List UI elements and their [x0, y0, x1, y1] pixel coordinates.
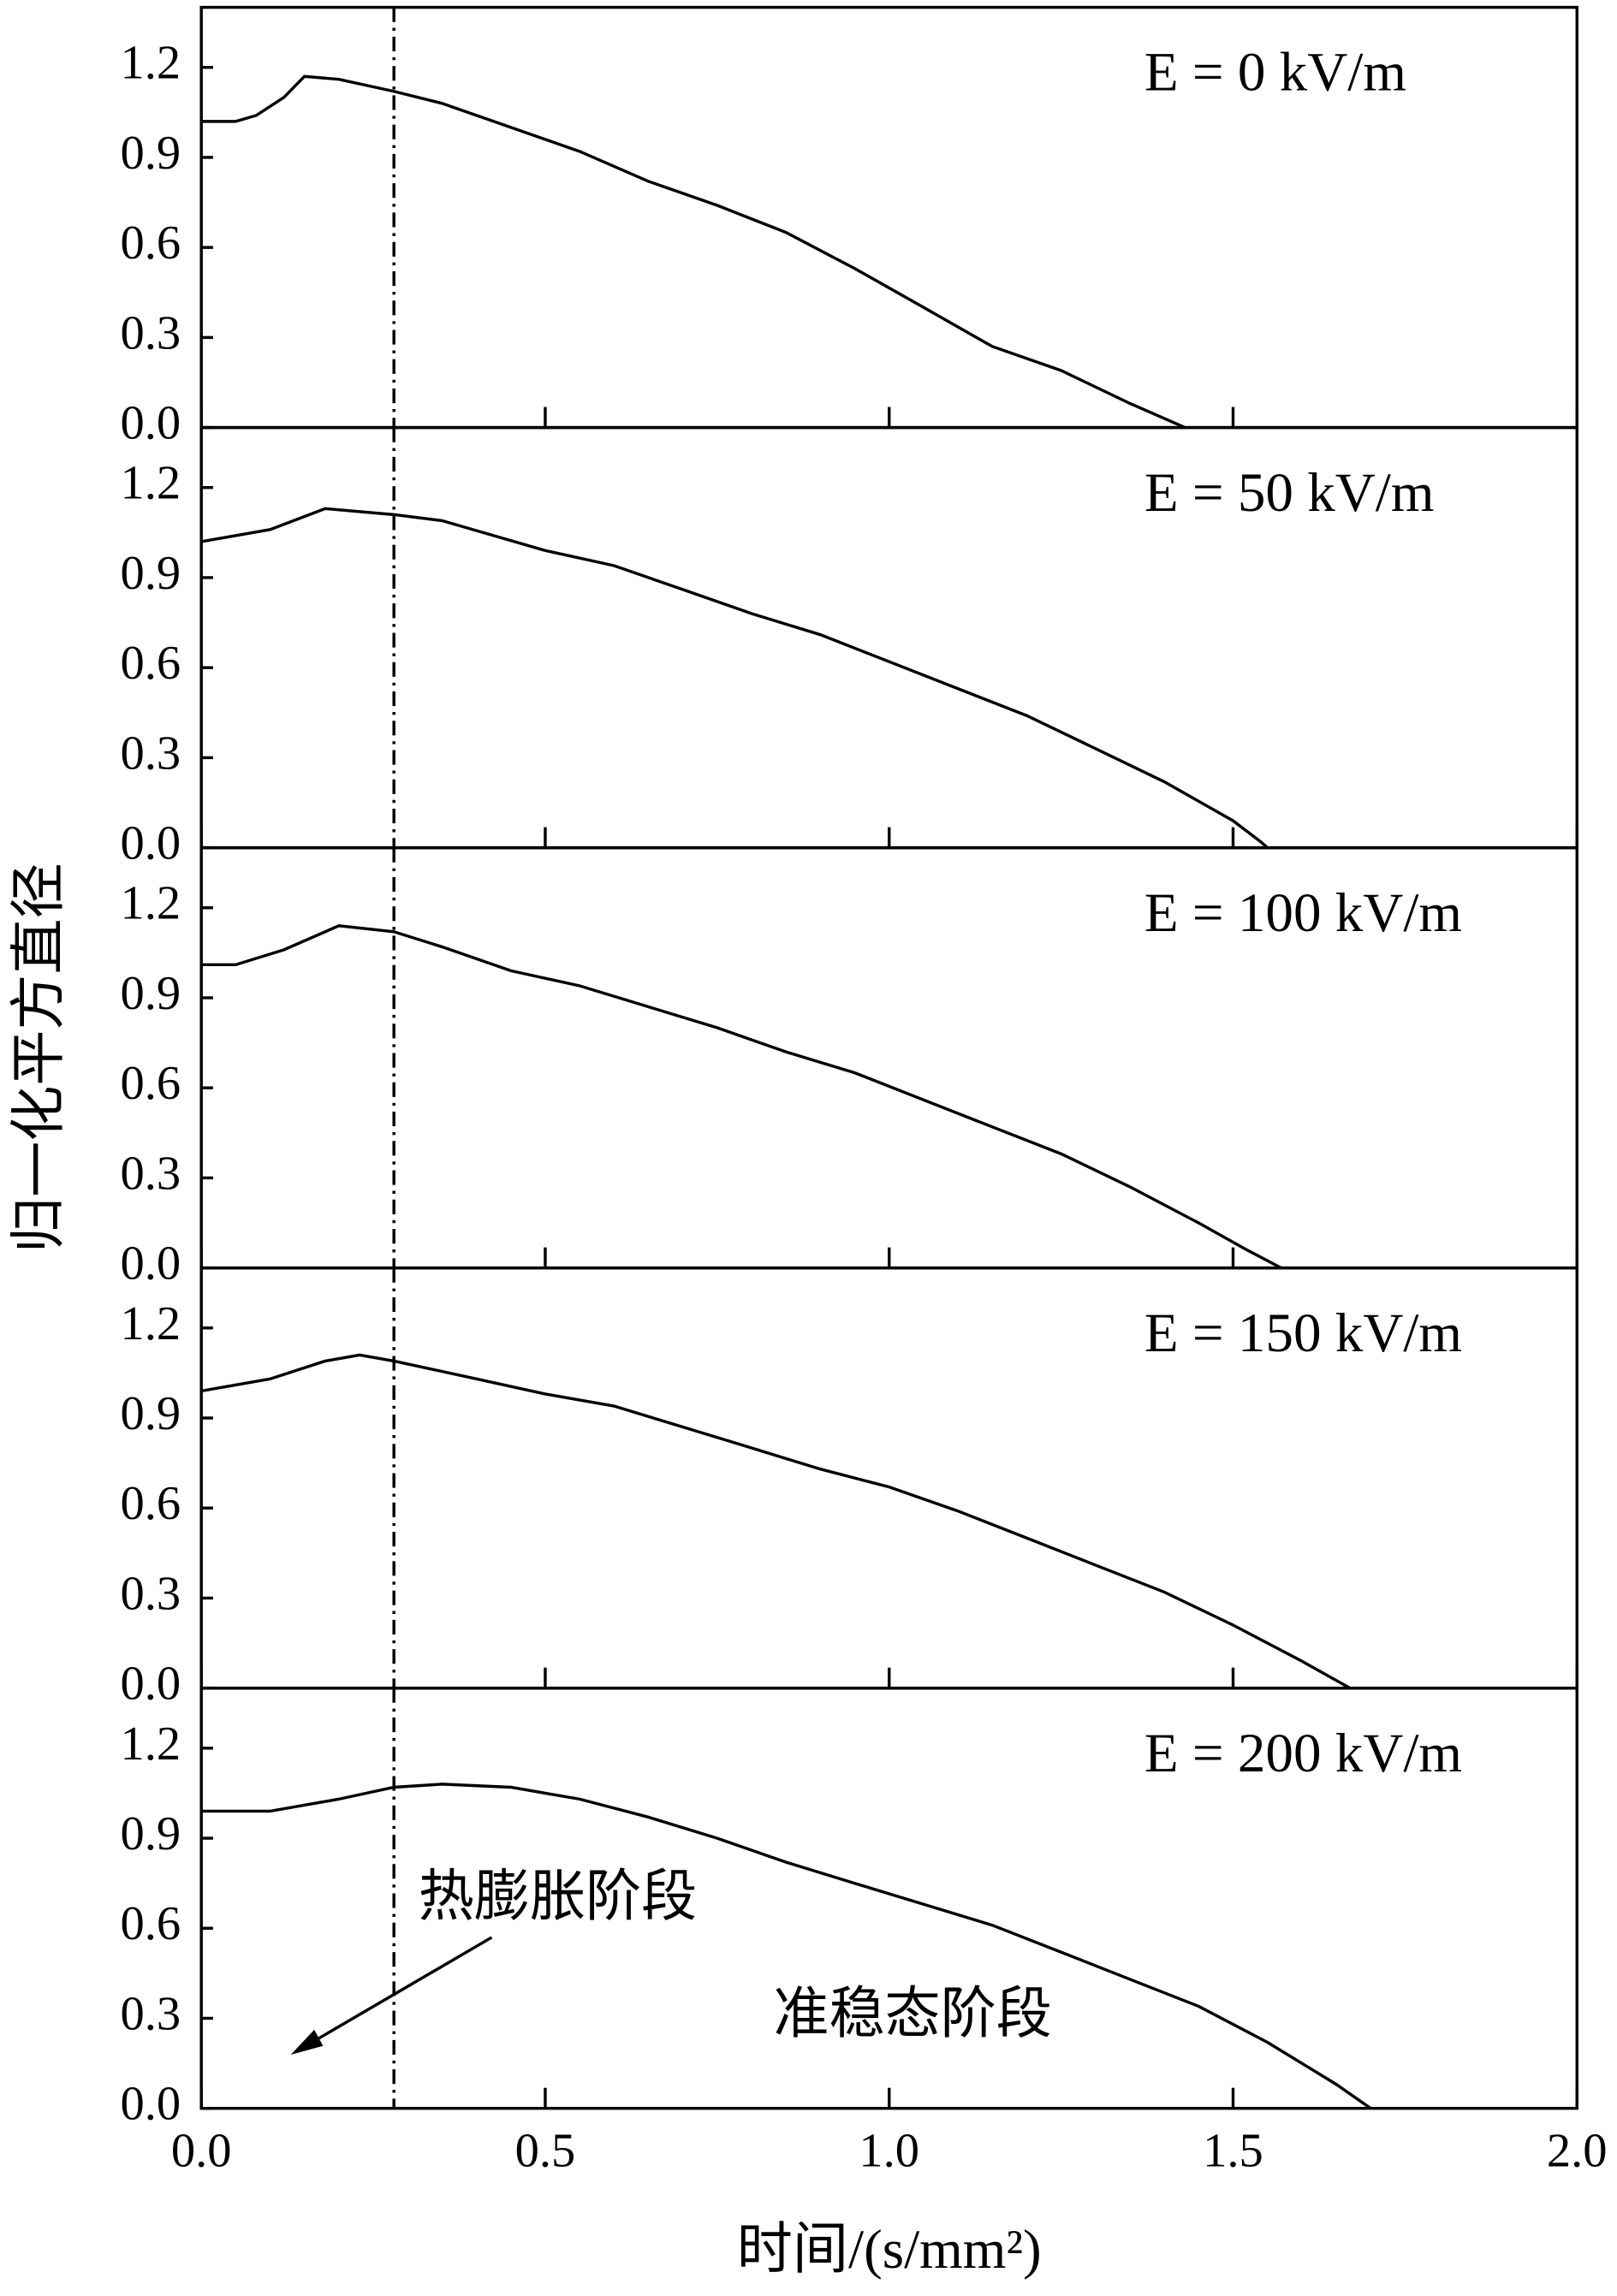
panel-label: E = 150 kV/m [1144, 1302, 1462, 1364]
y-tick-label: 0.6 [121, 637, 181, 690]
annotation: 准稳态阶段 [773, 1984, 1051, 2045]
y-tick-label: 1.2 [121, 37, 181, 90]
y-tick-label: 0.9 [121, 967, 181, 1020]
x-tick-label: 0.0 [171, 2124, 232, 2177]
y-tick-label: 0.9 [121, 547, 181, 600]
panel-label: E = 100 kV/m [1144, 882, 1462, 944]
y-tick-label: 0.9 [121, 1387, 181, 1440]
y-tick-label: 0.0 [121, 2078, 181, 2131]
y-tick-label: 0.6 [121, 217, 181, 270]
panel-label: E = 0 kV/m [1144, 42, 1406, 104]
x-tick-label: 1.5 [1203, 2124, 1263, 2177]
annotation-arrow [307, 1936, 493, 2046]
y-tick-label: 0.0 [121, 1237, 181, 1290]
panel-label: E = 50 kV/m [1144, 462, 1435, 524]
data-line [200, 507, 1269, 849]
y-tick-label: 0.6 [121, 1057, 181, 1110]
panel-label: E = 200 kV/m [1144, 1723, 1462, 1784]
y-axis-label: 归一化平方直径 [9, 863, 70, 1253]
y-tick-label: 0.3 [121, 727, 181, 780]
x-tick-label: 2.0 [1547, 2124, 1608, 2177]
arrow-head [290, 2029, 324, 2055]
y-tick-label: 0.6 [121, 1477, 181, 1530]
y-tick-label: 0.6 [121, 1897, 181, 1950]
y-tick-label: 0.3 [121, 1567, 181, 1620]
data-line [200, 1353, 1351, 1690]
y-tick-label: 0.0 [121, 397, 181, 450]
y-tick-label: 0.0 [121, 1658, 181, 1711]
data-line [201, 924, 1282, 1270]
y-tick-label: 0.3 [121, 1147, 181, 1200]
y-tick-label: 1.2 [121, 1718, 181, 1771]
data-line [201, 1783, 1372, 2110]
annotation: 热膨胀阶段 [419, 1866, 697, 1928]
y-tick-label: 1.2 [121, 877, 181, 930]
x-tick-label: 0.5 [515, 2124, 576, 2177]
y-tick-label: 0.3 [121, 306, 181, 359]
x-tick-label: 1.0 [859, 2124, 919, 2177]
y-tick-label: 0.9 [121, 127, 181, 180]
y-tick-label: 1.2 [121, 1297, 181, 1350]
y-tick-label: 0.9 [121, 1807, 181, 1860]
data-line [201, 74, 1186, 430]
y-tick-label: 1.2 [121, 457, 181, 510]
y-tick-label: 0.0 [121, 817, 181, 870]
x-axis-label: 时间/(s/mm²) [737, 2219, 1042, 2281]
y-tick-label: 0.3 [121, 1987, 181, 2040]
